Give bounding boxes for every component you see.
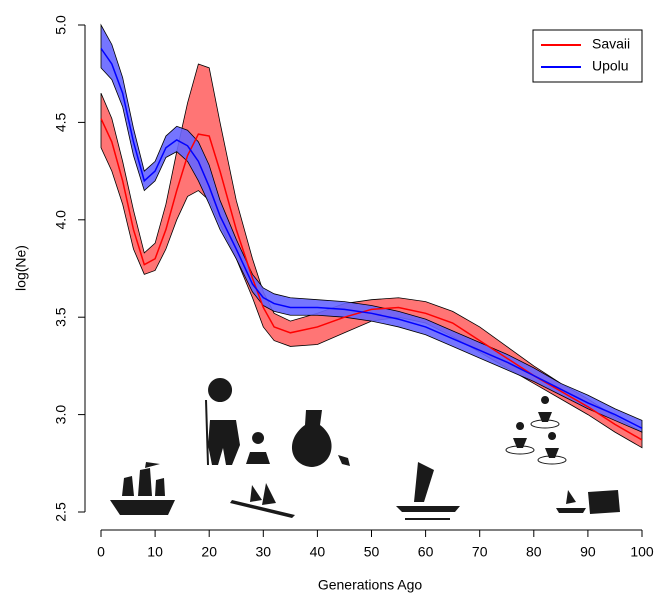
- y-tick-label: 3.5: [53, 307, 69, 327]
- legend-label: Savaii: [592, 36, 630, 52]
- x-tick-label: 50: [364, 544, 380, 560]
- y-tick-label: 4.0: [53, 210, 69, 230]
- legend-label: Upolu: [592, 58, 629, 74]
- x-axis-title: Generations Ago: [318, 577, 423, 593]
- chart: Generations Ago log(Ne) 2.5 3.0 3.5 4.0 4.5 5…: [0, 0, 657, 595]
- seated-icon: [246, 432, 270, 464]
- figure-icon: [205, 378, 240, 465]
- x-tick-label: 40: [310, 544, 326, 560]
- x-tick-label: 10: [147, 544, 163, 560]
- illustrations: [110, 378, 620, 520]
- tapa-icon: [588, 490, 620, 514]
- ship-icon: [110, 462, 175, 515]
- x-tick-label: 20: [201, 544, 217, 560]
- confidence-band: [101, 25, 642, 432]
- y-tick-label: 2.5: [53, 502, 69, 522]
- x-tick-label: 70: [472, 544, 488, 560]
- canoe-icon: [556, 490, 586, 513]
- x-tick-label: 60: [418, 544, 434, 560]
- x-tick-label: 80: [526, 544, 542, 560]
- y-tick-label: 4.5: [53, 112, 69, 132]
- y-tick-label: 3.0: [53, 405, 69, 425]
- x-tick-label: 0: [97, 544, 105, 560]
- x-tick-label: 100: [630, 544, 654, 560]
- canoe-icon: [396, 462, 460, 520]
- canoe-icon: [230, 483, 295, 518]
- y-axis-title: log(Ne): [13, 245, 29, 291]
- x-tick-label: 30: [256, 544, 272, 560]
- pot-icon: [292, 410, 350, 467]
- y-tick-label: 5.0: [53, 15, 69, 35]
- x-tick-label: 90: [580, 544, 596, 560]
- series-line: [101, 48, 642, 428]
